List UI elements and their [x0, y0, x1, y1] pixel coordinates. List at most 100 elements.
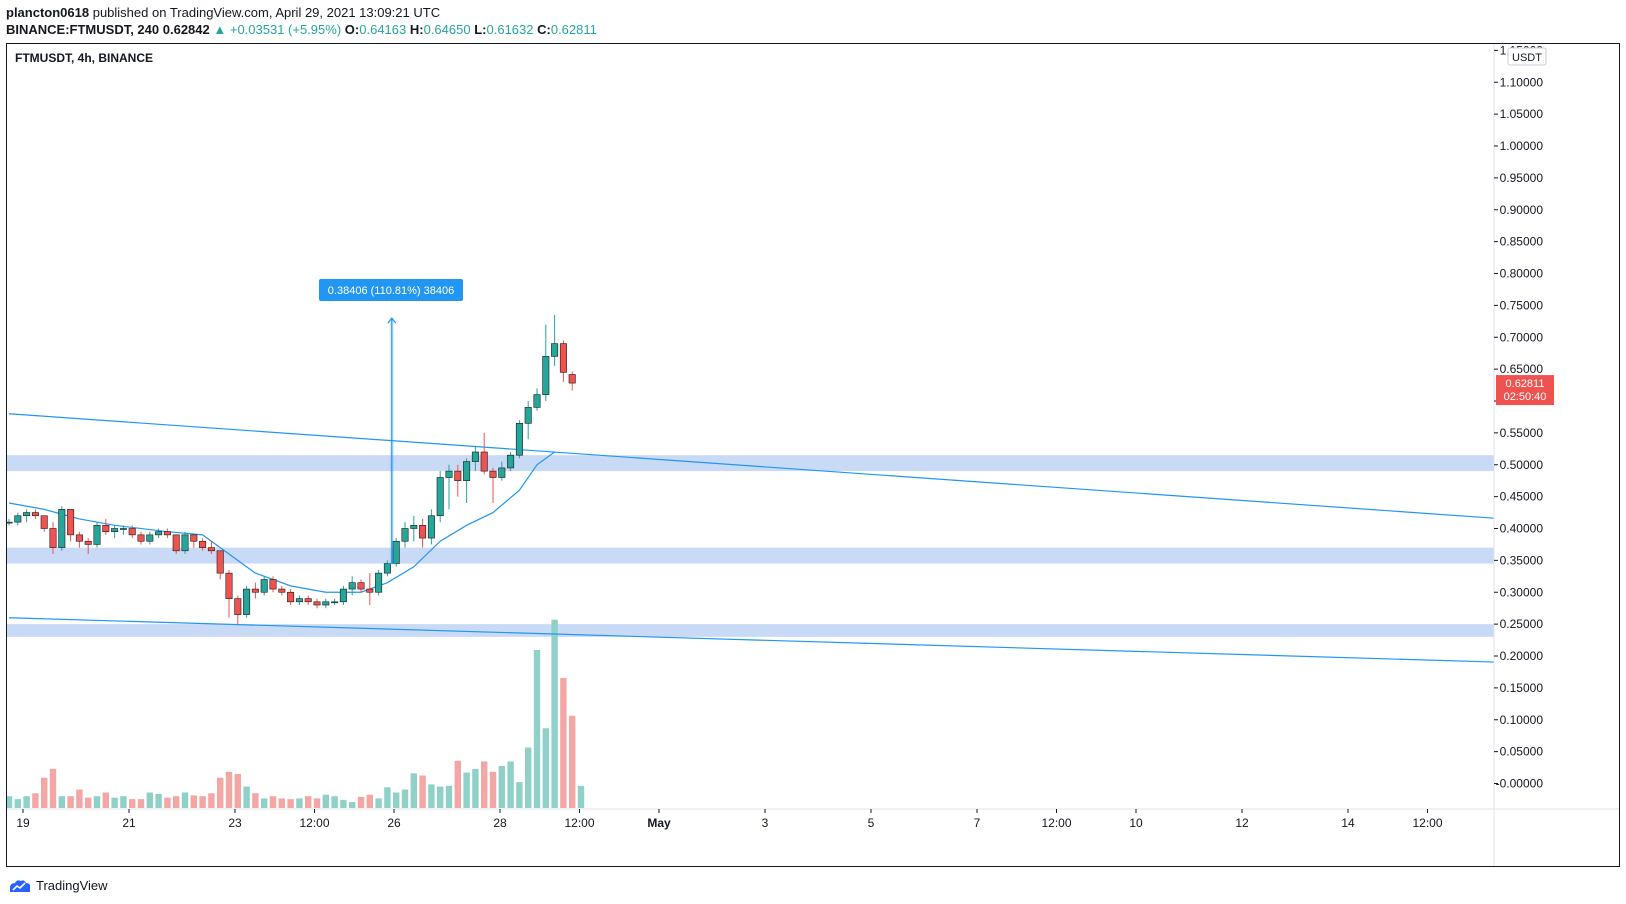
bar-countdown: 02:50:40: [1504, 391, 1547, 403]
time-axis[interactable]: 19 21 23 12:00 26 28 12:00 May 3 5 7 12:00 10 12 14 12:…: [16, 809, 1443, 830]
volume-bar: [199, 796, 206, 808]
candle-body: [181, 534, 189, 552]
x-tick-label: May: [647, 816, 671, 830]
volume-bar: [41, 777, 48, 808]
volume-bar: [190, 795, 197, 808]
low-value: 0.61632: [486, 22, 534, 37]
price-range-measure[interactable]: 0.38406 (110.81%) 38406: [319, 279, 463, 565]
price-axis[interactable]: 1.150001.100001.050001.000000.950000.900…: [1494, 43, 1544, 791]
volume-bar: [375, 798, 382, 808]
last-price-value: 0.62811: [1506, 378, 1545, 390]
candle-body: [383, 563, 391, 574]
symbol-info-line: BINANCE:FTMUSDT, 240 0.62842 ▲ +0.03531 …: [6, 22, 597, 37]
y-tick-label: 0.25000: [1500, 617, 1544, 631]
candle-body: [31, 512, 39, 517]
tradingview-footer[interactable]: TradingView: [8, 878, 108, 893]
candle-body: [251, 588, 259, 593]
currency-text: USDT: [1512, 52, 1542, 64]
volume-bar: [489, 771, 497, 808]
y-tick-label: 1.00000: [1500, 139, 1544, 153]
volume-bar: [340, 799, 347, 808]
volume-bar: [111, 797, 118, 808]
volume-bar: [93, 796, 101, 808]
volume-bar: [525, 747, 532, 808]
x-tick-label: 19: [16, 816, 30, 830]
candle-body: [207, 547, 215, 552]
volume-bar: [542, 728, 549, 808]
volume-bar: [445, 785, 453, 808]
volume-bar: [173, 796, 180, 808]
volume-bar: [234, 774, 241, 808]
volume-bar: [164, 797, 171, 808]
candle-body: [480, 451, 488, 472]
last-price: 0.62842: [162, 22, 210, 37]
trendlines[interactable]: [8, 413, 1505, 663]
volume-bar: [577, 785, 585, 808]
volume-bar: [67, 796, 74, 808]
volume-bar: [14, 799, 21, 808]
x-tick-label: 14: [1341, 816, 1355, 830]
x-tick-label: 28: [493, 816, 507, 830]
volume-bar: [357, 796, 365, 808]
x-tick-label: 10: [1129, 816, 1143, 830]
volume-bar: [454, 760, 461, 808]
volume-bar: [129, 799, 136, 808]
volume-bar: [243, 786, 250, 808]
candle-body: [84, 540, 92, 545]
candlesticks: [7, 314, 576, 625]
trendline-1: [8, 617, 1494, 663]
measure-label-box: [319, 279, 463, 301]
candle-body: [102, 525, 110, 532]
tradingview-logo-icon: [10, 879, 31, 892]
volume-bar: [269, 796, 277, 808]
candle-body: [295, 598, 303, 603]
x-tick-label: 12:00: [1041, 816, 1071, 830]
open-value: 0.64163: [359, 22, 407, 37]
volume-bar: [410, 773, 417, 808]
volume-bar: [120, 796, 127, 808]
volume-bar: [498, 765, 505, 808]
measure-label: 0.38406 (110.81%) 38406: [328, 285, 454, 297]
volume-bar: [419, 775, 426, 808]
volume-bar: [146, 792, 153, 808]
candle-body: [216, 550, 224, 574]
volume-bar: [481, 761, 488, 808]
candle-body: [128, 528, 136, 536]
candle-body: [14, 515, 22, 523]
volume-bar: [76, 789, 83, 808]
y-tick-label: 0.20000: [1500, 649, 1544, 663]
published-text: published on TradingView.com, April 29, …: [92, 5, 441, 20]
footer-brand: TradingView: [36, 878, 108, 893]
candle-body: [225, 572, 233, 599]
volume-bar: [393, 792, 400, 808]
x-tick-label: 23: [228, 816, 242, 830]
high-label: H:: [409, 22, 424, 37]
volume-bar: [261, 798, 268, 808]
volume-bar: [225, 771, 233, 808]
candle-body: [533, 394, 541, 408]
volume-bar: [437, 786, 444, 808]
zone-1: [7, 547, 1494, 564]
volume-bar: [463, 772, 470, 808]
candle-body: [190, 534, 198, 542]
candle-body: [524, 407, 532, 424]
volume-bar: [208, 793, 215, 808]
close-value: 0.62811: [550, 22, 597, 37]
candle-body: [445, 470, 453, 478]
candle-body: [155, 531, 163, 536]
volume-bar: [155, 793, 162, 808]
candle-body: [304, 598, 312, 603]
x-tick-label: 12:00: [299, 816, 329, 830]
volume-bar: [102, 792, 109, 808]
candle-body: [392, 540, 400, 564]
last-price-tag: 0.62811 02:50:40: [1496, 375, 1554, 406]
candle-body: [366, 588, 374, 593]
author-name[interactable]: plancton0618: [6, 5, 90, 20]
candle-body: [551, 343, 559, 357]
chart-frame[interactable]: [6, 43, 1620, 867]
volume-bar: [322, 794, 329, 808]
zone-0: [7, 455, 1494, 472]
candle-body: [137, 534, 145, 542]
legend-title: FTMUSDT, 4h, BINANCE: [15, 51, 153, 65]
